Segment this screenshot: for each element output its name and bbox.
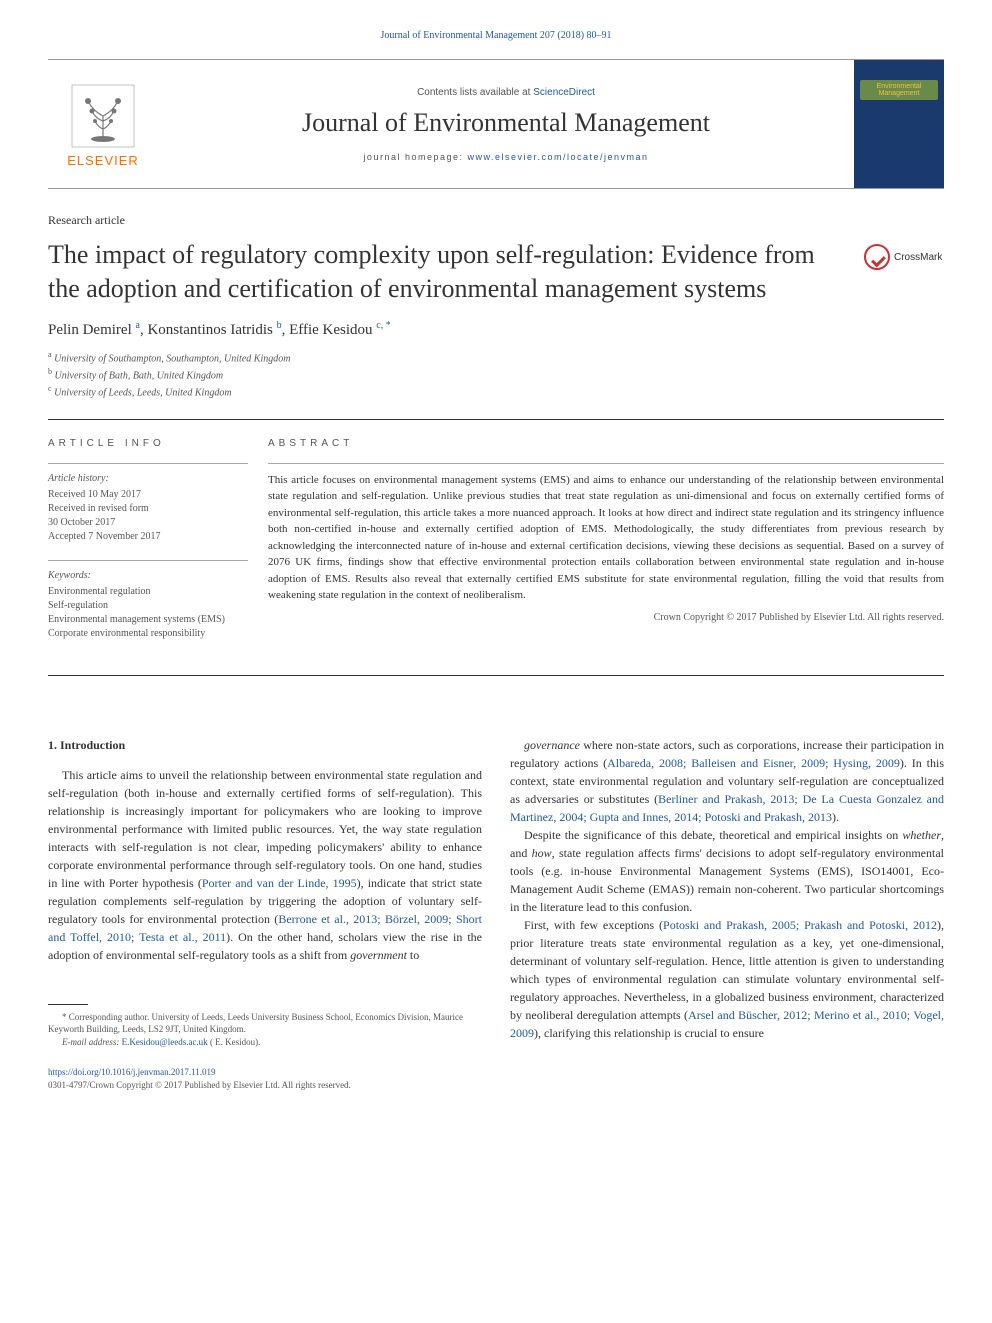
body-col-right: governance where non-state actors, such …	[510, 736, 944, 1049]
history-line: Received 10 May 2017	[48, 488, 248, 502]
affiliation: c University of Leeds, Leeds, United Kin…	[48, 383, 944, 400]
body-columns: 1. Introduction This article aims to unv…	[48, 736, 944, 1049]
elsevier-tree-icon	[68, 81, 138, 151]
contents-prefix: Contents lists available at	[417, 87, 533, 98]
journal-cover-thumbnail: Environmental Management	[854, 60, 944, 188]
cover-title: Environmental Management	[860, 80, 938, 100]
crossmark-label: CrossMark	[894, 252, 942, 263]
issn-line: 0301-4797/Crown Copyright © 2017 Publish…	[48, 1080, 351, 1090]
article-title: The impact of regulatory complexity upon…	[48, 238, 844, 306]
page-footer: https://doi.org/10.1016/j.jenvman.2017.1…	[48, 1066, 944, 1091]
affiliations: a University of Southampton, Southampton…	[48, 349, 944, 401]
affiliation: b University of Bath, Bath, United Kingd…	[48, 366, 944, 383]
keywords-block: Keywords: Environmental regulation Self-…	[48, 560, 248, 641]
crossmark-badge[interactable]: CrossMark	[864, 244, 944, 270]
email-footnote: E-mail address: E.Kesidou@leeds.ac.uk ( …	[48, 1036, 482, 1049]
email-suffix: ( E. Kesidou).	[208, 1037, 261, 1047]
keyword: Environmental management systems (EMS)	[48, 613, 248, 627]
body-paragraph: This article aims to unveil the relation…	[48, 766, 482, 964]
masthead: ELSEVIER Contents lists available at Sci…	[48, 59, 944, 189]
body-paragraph: First, with few exceptions (Potoski and …	[510, 916, 944, 1042]
body-paragraph: governance where non-state actors, such …	[510, 736, 944, 826]
footnote-divider	[48, 1004, 88, 1005]
keyword: Corporate environmental responsibility	[48, 627, 248, 641]
corresponding-footnote: * Corresponding author. University of Le…	[48, 1011, 482, 1036]
homepage-label: journal homepage:	[363, 152, 467, 162]
email-link[interactable]: E.Kesidou@leeds.ac.uk	[122, 1037, 208, 1047]
keyword: Environmental regulation	[48, 585, 248, 599]
keywords-label: Keywords:	[48, 569, 248, 583]
publisher-logo: ELSEVIER	[48, 60, 158, 188]
abstract-text: This article focuses on environmental ma…	[268, 463, 944, 604]
history-line: Received in revised form	[48, 502, 248, 516]
contents-available-line: Contents lists available at ScienceDirec…	[417, 87, 595, 98]
journal-homepage-line: journal homepage: www.elsevier.com/locat…	[363, 152, 648, 162]
history-label: Article history:	[48, 472, 248, 486]
homepage-link[interactable]: www.elsevier.com/locate/jenvman	[468, 152, 649, 162]
journal-name: Journal of Environmental Management	[302, 108, 710, 138]
crossmark-icon	[864, 244, 890, 270]
body-paragraph: Despite the significance of this debate,…	[510, 826, 944, 916]
affiliation: a University of Southampton, Southampton…	[48, 349, 944, 366]
keyword: Self-regulation	[48, 599, 248, 613]
article-info-column: ARTICLE INFO Article history: Received 1…	[48, 438, 268, 657]
header-citation: Journal of Environmental Management 207 …	[48, 30, 944, 41]
email-label: E-mail address:	[62, 1037, 122, 1047]
authors-line: Pelin Demirel a, Konstantinos Iatridis b…	[48, 320, 944, 339]
article-history-block: Article history: Received 10 May 2017 Re…	[48, 463, 248, 544]
publisher-name: ELSEVIER	[67, 153, 139, 168]
history-line: 30 October 2017	[48, 516, 248, 530]
abstract-label: ABSTRACT	[268, 438, 944, 449]
history-line: Accepted 7 November 2017	[48, 530, 248, 544]
doi-link[interactable]: https://doi.org/10.1016/j.jenvman.2017.1…	[48, 1067, 216, 1077]
masthead-center: Contents lists available at ScienceDirec…	[158, 60, 854, 188]
article-type: Research article	[48, 213, 944, 228]
body-col-left: 1. Introduction This article aims to unv…	[48, 736, 482, 1049]
article-info-label: ARTICLE INFO	[48, 438, 248, 449]
sciencedirect-link[interactable]: ScienceDirect	[533, 87, 595, 98]
abstract-column: ABSTRACT This article focuses on environ…	[268, 438, 944, 657]
abstract-copyright: Crown Copyright © 2017 Published by Else…	[268, 612, 944, 623]
section-heading: 1. Introduction	[48, 736, 482, 754]
